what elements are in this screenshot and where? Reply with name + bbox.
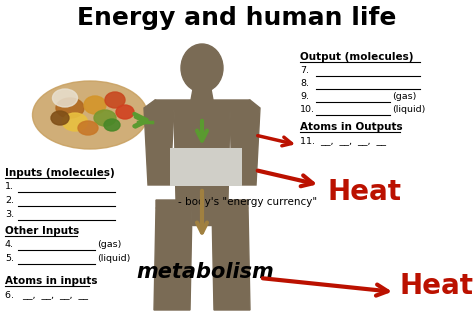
Text: 5.: 5.	[5, 254, 14, 263]
Text: Heat: Heat	[400, 272, 474, 300]
Ellipse shape	[33, 81, 147, 149]
Ellipse shape	[78, 121, 98, 135]
Ellipse shape	[84, 96, 106, 114]
Text: 4.: 4.	[5, 240, 14, 249]
Ellipse shape	[51, 111, 69, 125]
Text: (liquid): (liquid)	[392, 105, 425, 114]
Ellipse shape	[56, 98, 84, 118]
Ellipse shape	[94, 110, 116, 126]
Text: Heat: Heat	[328, 178, 402, 206]
Polygon shape	[154, 208, 192, 310]
Text: 7.: 7.	[300, 66, 309, 75]
Ellipse shape	[105, 92, 125, 108]
Polygon shape	[212, 208, 250, 310]
Polygon shape	[191, 89, 213, 100]
Ellipse shape	[53, 89, 78, 107]
Text: 11.  __,  __,  __,  __: 11. __, __, __, __	[300, 136, 386, 145]
Text: (liquid): (liquid)	[97, 254, 130, 263]
Ellipse shape	[181, 44, 223, 92]
Polygon shape	[230, 100, 260, 185]
Ellipse shape	[104, 119, 120, 131]
Text: (gas): (gas)	[97, 240, 121, 249]
Text: Other Inputs: Other Inputs	[5, 226, 79, 236]
Text: - body's "energy currency": - body's "energy currency"	[178, 197, 318, 207]
Text: Energy and human life: Energy and human life	[77, 6, 397, 30]
Text: Atoms in Outputs: Atoms in Outputs	[300, 122, 402, 132]
Ellipse shape	[63, 113, 88, 131]
FancyBboxPatch shape	[170, 148, 242, 186]
Text: Atoms in inputs: Atoms in inputs	[5, 276, 98, 286]
Text: 6.   __,  __,  __,  __: 6. __, __, __, __	[5, 290, 88, 299]
Polygon shape	[144, 100, 174, 185]
Text: 8.: 8.	[300, 79, 309, 88]
Text: Output (molecules): Output (molecules)	[300, 52, 413, 62]
Ellipse shape	[116, 105, 134, 119]
Text: (gas): (gas)	[392, 92, 416, 101]
Text: Inputs (molecules): Inputs (molecules)	[5, 168, 115, 178]
Text: 9.: 9.	[300, 92, 309, 101]
Text: metabolism: metabolism	[136, 262, 274, 282]
Text: 3.: 3.	[5, 210, 14, 219]
Polygon shape	[192, 208, 212, 225]
Text: 1.: 1.	[5, 182, 14, 191]
Text: 10.: 10.	[300, 105, 315, 114]
Text: 2.: 2.	[5, 196, 14, 205]
Polygon shape	[155, 100, 250, 208]
